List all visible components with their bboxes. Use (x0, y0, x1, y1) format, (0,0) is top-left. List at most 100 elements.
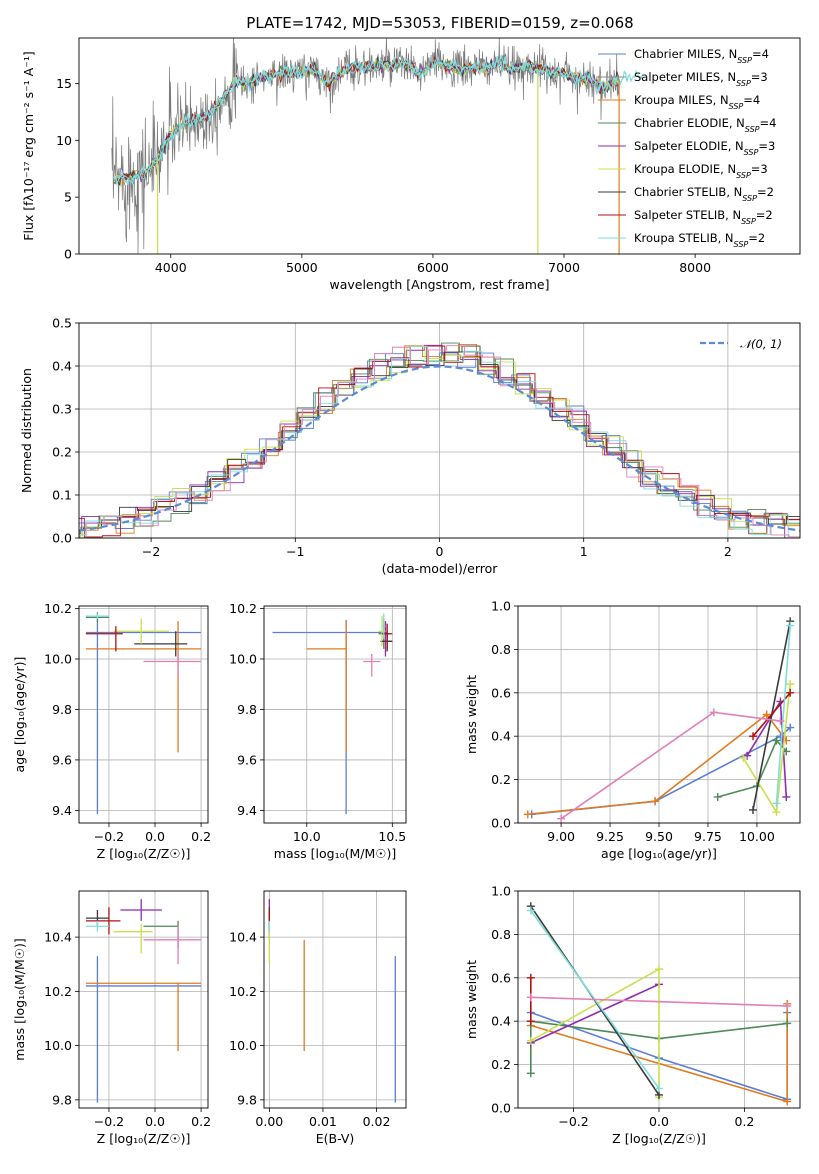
y-tick-label: 1.0 (491, 599, 511, 614)
plus-marker (739, 753, 748, 762)
y-tick-label: 10.0 (229, 651, 257, 666)
y-tick-label: 10.0 (44, 651, 72, 666)
plus-marker (782, 792, 791, 801)
y-tick-label: 0.1 (52, 488, 72, 503)
histogram-series (79, 344, 800, 538)
y-tick-label: 1.0 (491, 884, 511, 899)
y-tick-label: 10.4 (44, 930, 72, 945)
y-tick-label: 0.3 (52, 402, 72, 417)
y-tick-label: 0.8 (491, 642, 511, 657)
x-tick-label: 10.00 (739, 829, 775, 844)
y-tick-label: 0.2 (52, 445, 72, 460)
y-tick-label: 9.4 (52, 803, 72, 818)
histogram-series (79, 345, 800, 538)
legend-entry: Kroupa ELODIE, NSSP=3 (634, 162, 768, 180)
data-point (363, 653, 381, 677)
mass-weight-series-line (527, 713, 787, 816)
age-vs-mass-axes: 10.0 10.5 9.4 9.6 9.8 10.0 10.2 mass [log₁₀(M/M… (229, 601, 407, 861)
data-point (143, 653, 202, 677)
legend-entry: Salpeter MILES, NSSP=3 (634, 70, 768, 88)
plus-marker (772, 808, 781, 817)
x-tick-label: −0.2 (94, 829, 124, 844)
x-tick-label: 6000 (417, 260, 449, 275)
y-axis-label: Normed distribution (19, 368, 34, 493)
plus-marker (786, 688, 795, 697)
plus-marker (786, 723, 795, 732)
plus-marker (557, 814, 566, 823)
x-tick-label: 2 (724, 544, 732, 559)
plus-marker (762, 710, 771, 719)
data-point (134, 631, 188, 657)
y-tick-label: 0.6 (491, 685, 511, 700)
normal-reference-curve (79, 365, 800, 532)
y-axis-label: Flux [fλ10⁻¹⁷ erg cm⁻² s⁻¹ A⁻¹] (21, 51, 36, 240)
y-tick-label: 9.8 (237, 702, 257, 717)
data-point (85, 613, 109, 619)
plus-marker (655, 965, 663, 974)
x-tick-label: 0.02 (363, 1114, 391, 1129)
x-tick-label: 0.0 (649, 1114, 669, 1129)
mass-weight-series-line (530, 967, 660, 1098)
data-point (143, 926, 202, 965)
x-tick-label: 4000 (155, 260, 187, 275)
x-axis-label: mass [log₁₀(M/M☉)] (274, 846, 396, 861)
x-tick-label: 0.2 (191, 829, 211, 844)
y-tick-label: 0.4 (491, 1014, 511, 1029)
y-tick-label: 10.2 (229, 984, 257, 999)
plus-marker (772, 736, 781, 745)
plus-marker (749, 732, 757, 741)
plus-marker (786, 621, 795, 630)
x-tick-label: 7000 (548, 260, 580, 275)
legend-entry: Chabrier ELODIE, NSSP=4 (634, 116, 776, 134)
y-axis-label: age [log₁₀(age/yr)] (12, 657, 27, 773)
legend-entry: Kroupa MILES, NSSP=4 (634, 93, 760, 111)
y-tick-label: 0.4 (491, 729, 511, 744)
x-axis-label: E(B-V) (316, 1131, 355, 1146)
plus-marker (526, 973, 535, 982)
y-tick-label: 10.4 (229, 930, 257, 945)
x-tick-label: 0.0 (145, 1114, 165, 1129)
x-axis-label: age [log₁₀(age/yr)] (601, 846, 717, 861)
y-tick-label: 10 (56, 133, 72, 148)
mass-vs-Z-axes: −0.2 0.0 0.2 9.8 10.0 10.2 10.4 Z [log₁₀(Z/Z☉)]… (12, 890, 211, 1146)
x-tick-label: 8000 (679, 260, 711, 275)
x-tick-label: 0.00 (255, 1114, 283, 1129)
plus-marker (651, 797, 660, 806)
y-tick-label: 0.5 (52, 316, 72, 331)
plus-marker (783, 1019, 792, 1028)
plus-marker (783, 1097, 792, 1106)
x-tick-label: 5000 (286, 260, 318, 275)
y-tick-label: 0.8 (491, 927, 511, 942)
y-tick-label: 0.0 (491, 1101, 511, 1116)
x-tick-label: 0.2 (191, 1114, 211, 1129)
y-tick-label: 0.0 (491, 816, 511, 831)
legend-entry: 𝒩(0, 1) (740, 337, 782, 351)
y-tick-label: 10.2 (229, 601, 257, 616)
spectrum-data-line (111, 38, 620, 254)
axes-frame (263, 605, 407, 824)
legend-entry: Salpeter ELODIE, NSSP=3 (634, 139, 775, 157)
legend-entry: Chabrier MILES, NSSP=4 (634, 47, 769, 65)
mass-weight-series-line (530, 996, 788, 1007)
y-tick-label: 10.0 (229, 1038, 257, 1053)
plus-marker (526, 1069, 535, 1078)
y-tick-label: 0.4 (52, 359, 72, 374)
figure-title: PLATE=1742, MJD=53053, FIBERID=0159, z=0… (246, 14, 633, 32)
plus-marker (783, 1002, 792, 1011)
y-tick-label: 9.8 (52, 1092, 72, 1107)
data-point (306, 621, 347, 753)
plus-marker (523, 810, 532, 819)
y-tick-label: 10.0 (44, 1038, 72, 1053)
histogram-series (79, 345, 800, 531)
model-spectrum-line (112, 55, 644, 187)
data-point (85, 956, 202, 1103)
x-tick-label: −0.2 (94, 1114, 124, 1129)
model-spectrum-line (115, 56, 620, 183)
x-tick-label: 9.00 (547, 829, 575, 844)
plus-marker (526, 906, 535, 915)
legend-entry: Kroupa STELIB, NSSP=2 (634, 231, 765, 249)
x-tick-label: 0.0 (145, 829, 165, 844)
mass-weight-series-line (529, 1020, 788, 1074)
